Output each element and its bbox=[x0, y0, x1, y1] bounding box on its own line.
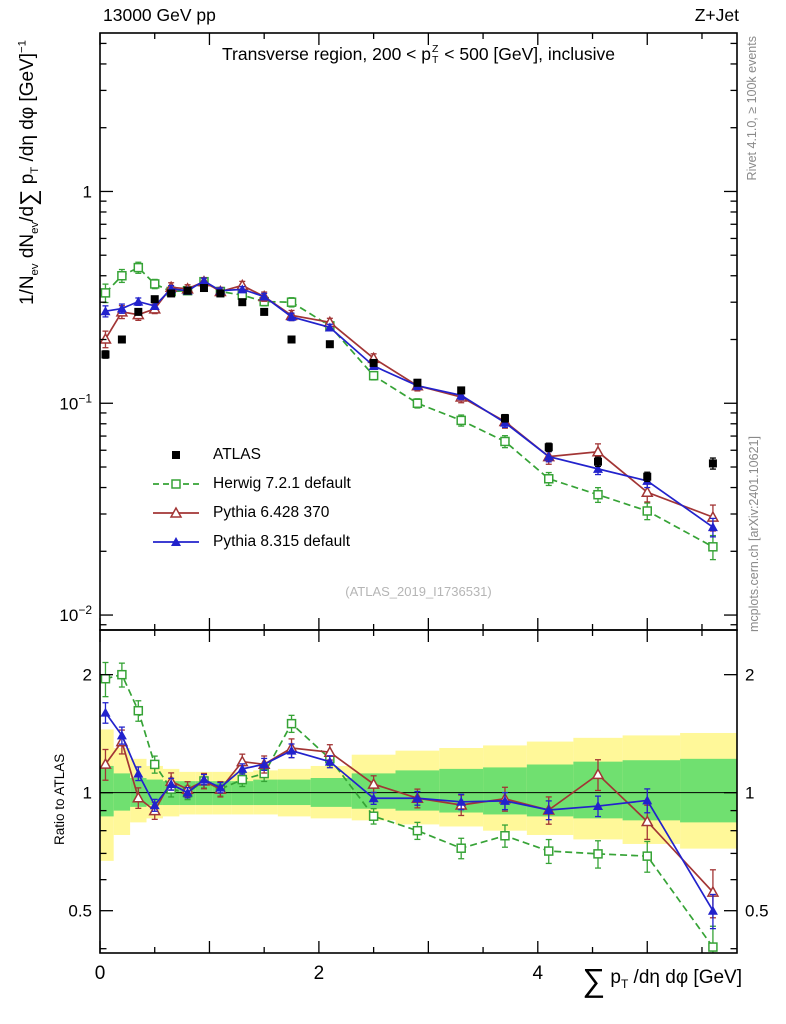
legend: ATLAS Herwig 7.2.1 default Pythia 6.428 37… bbox=[150, 440, 351, 556]
legend-item-pythia6: Pythia 6.428 370 bbox=[150, 498, 351, 527]
svg-text:0.5: 0.5 bbox=[745, 902, 769, 921]
svg-text:1: 1 bbox=[745, 784, 754, 803]
ratio-series-pythia8 bbox=[100, 702, 718, 930]
xlabel-sub: T bbox=[620, 976, 629, 991]
sum-symbol: ∑ bbox=[582, 962, 606, 998]
ylabel-sub: ev bbox=[28, 263, 41, 276]
svg-text:1: 1 bbox=[83, 182, 92, 201]
svg-text:0.5: 0.5 bbox=[68, 902, 92, 921]
analysis-id-watermark: (ATLAS_2019_I1736531) bbox=[345, 584, 492, 599]
ylabel-part: /dη dφ [GeV] bbox=[17, 53, 38, 167]
sum-symbol: ∑ bbox=[15, 189, 41, 206]
legend-label: Pythia 8.315 default bbox=[213, 532, 351, 550]
herwig-marker-icon bbox=[153, 478, 199, 489]
pythia8-marker-icon bbox=[153, 536, 199, 546]
ylabel-part: dN bbox=[17, 233, 38, 264]
ratio-y-axis-ticks: 0.5 0.5 1 1 2 2 bbox=[68, 666, 769, 950]
plot-title-text: Transverse region, 200 < p bbox=[222, 44, 431, 65]
svg-text:0: 0 bbox=[95, 963, 106, 984]
ylabel-part: p bbox=[17, 173, 38, 190]
beam-energy-label: 13000 GeV pp bbox=[103, 5, 216, 25]
main-y-axis-label: 1/Nev dNev/d∑ pT /dη dφ [GeV]−1 bbox=[15, 40, 42, 305]
main-y-axis-ticks: 1 10−1 10−2 bbox=[59, 42, 737, 626]
ylabel-part: /d bbox=[17, 205, 38, 222]
svg-text:2: 2 bbox=[314, 963, 325, 984]
legend-item-atlas: ATLAS bbox=[150, 440, 351, 469]
ylabel-sub: ev bbox=[28, 221, 41, 234]
svg-text:10−1: 10−1 bbox=[59, 391, 92, 413]
pt-subscript: T bbox=[431, 54, 439, 67]
atlas-marker-icon bbox=[172, 450, 180, 459]
svg-text:4: 4 bbox=[533, 963, 544, 984]
svg-text:1: 1 bbox=[83, 784, 92, 803]
legend-label: Herwig 7.2.1 default bbox=[213, 474, 351, 492]
ylabel-sub: T bbox=[28, 166, 41, 174]
x-axis-ticks: 0 2 4 bbox=[95, 33, 703, 984]
xlabel-part: /dη dφ [GeV] bbox=[628, 967, 742, 988]
svg-text:10−2: 10−2 bbox=[59, 603, 92, 625]
svg-text:2: 2 bbox=[745, 666, 754, 685]
mcplots-attribution: mcplots.cern.ch [arXiv:2401.10621] bbox=[747, 436, 761, 632]
ylabel-sup: −1 bbox=[16, 40, 29, 53]
legend-item-pythia8: Pythia 8.315 default bbox=[150, 527, 351, 556]
legend-label: Pythia 6.428 370 bbox=[213, 503, 330, 521]
rivet-version-note: Rivet 4.1.0, ≥ 100k events bbox=[745, 36, 759, 181]
ylabel-part: 1/N bbox=[17, 275, 38, 306]
xlabel-part: p bbox=[605, 967, 621, 988]
legend-item-herwig: Herwig 7.2.1 default bbox=[150, 469, 351, 498]
main-series-atlas bbox=[101, 284, 717, 483]
legend-label: ATLAS bbox=[213, 445, 261, 463]
process-label: Z+Jet bbox=[694, 5, 739, 25]
svg-text:2: 2 bbox=[83, 666, 92, 685]
ratio-panel-frame bbox=[99, 629, 738, 954]
pt-superscript: Z bbox=[431, 43, 439, 55]
pythia6-marker-icon bbox=[153, 505, 199, 518]
ratio-y-axis-label: Ratio to ATLAS bbox=[52, 753, 67, 845]
x-axis-label: ∑ pT /dη dφ [GeV] bbox=[582, 962, 742, 999]
plot-title-text-2: < 500 [GeV], inclusive bbox=[439, 44, 615, 65]
